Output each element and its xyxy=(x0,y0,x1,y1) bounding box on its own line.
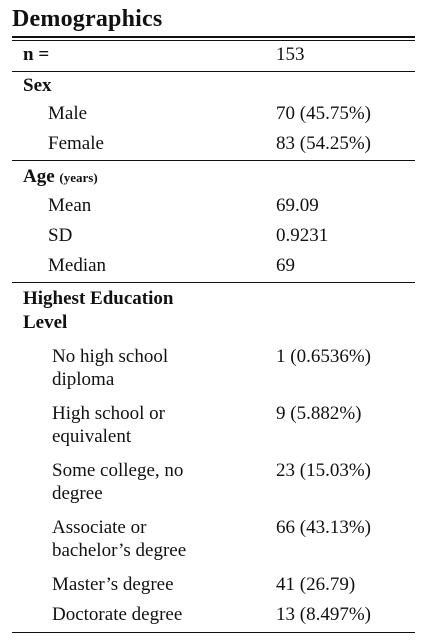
divider xyxy=(12,282,415,283)
sex-female-label: Female xyxy=(48,133,104,154)
edu-row-4-value: 66 (43.13%) xyxy=(276,517,371,538)
edu-row-3-value: 23 (15.03%) xyxy=(276,460,371,481)
n-label: n = xyxy=(23,44,50,65)
edu-row-5-label: Master’s degree xyxy=(52,574,174,595)
edu-row-2-value: 9 (5.882%) xyxy=(276,403,362,424)
edu-row-1-label-line2: diploma xyxy=(52,369,115,390)
edu-row-4-label-line1: Associate or xyxy=(52,517,147,538)
edu-row-5-value: 41 (26.79) xyxy=(276,574,356,595)
sex-female-value: 83 (54.25%) xyxy=(276,133,371,154)
table-title: Demographics xyxy=(12,6,163,32)
age-heading-row: Age (years) xyxy=(23,166,98,189)
edu-row-2-label-line1: High school or xyxy=(52,403,165,424)
sex-male-value: 70 (45.75%) xyxy=(276,103,371,124)
edu-row-3-label-line1: Some college, no xyxy=(52,460,184,481)
edu-row-6-value: 13 (8.497%) xyxy=(276,604,371,625)
sex-male-label: Male xyxy=(48,103,88,124)
age-heading: Age xyxy=(23,166,55,187)
edu-row-6-label: Doctorate degree xyxy=(52,604,183,625)
n-value: 153 xyxy=(276,44,305,65)
edu-row-4-label-line2: bachelor’s degree xyxy=(52,540,187,561)
edu-row-1-value: 1 (0.6536%) xyxy=(276,346,371,367)
education-heading-line2: Level xyxy=(23,312,68,333)
age-sd-label: SD xyxy=(48,225,73,246)
top-double-rule xyxy=(12,36,415,41)
education-heading-line1: Highest Education xyxy=(23,288,174,309)
age-median-label: Median xyxy=(48,255,107,276)
bottom-rule xyxy=(12,632,415,633)
age-mean-value: 69.09 xyxy=(276,195,319,216)
age-unit: (years) xyxy=(59,170,98,185)
age-sd-value: 0.9231 xyxy=(276,225,329,246)
edu-row-3-label-line2: degree xyxy=(52,483,103,504)
divider xyxy=(12,160,415,161)
age-mean-label: Mean xyxy=(48,195,92,216)
edu-row-1-label-line1: No high school xyxy=(52,346,169,367)
age-median-value: 69 xyxy=(276,255,295,276)
edu-row-2-label-line2: equivalent xyxy=(52,426,132,447)
sex-heading: Sex xyxy=(23,75,52,96)
divider xyxy=(12,71,415,72)
